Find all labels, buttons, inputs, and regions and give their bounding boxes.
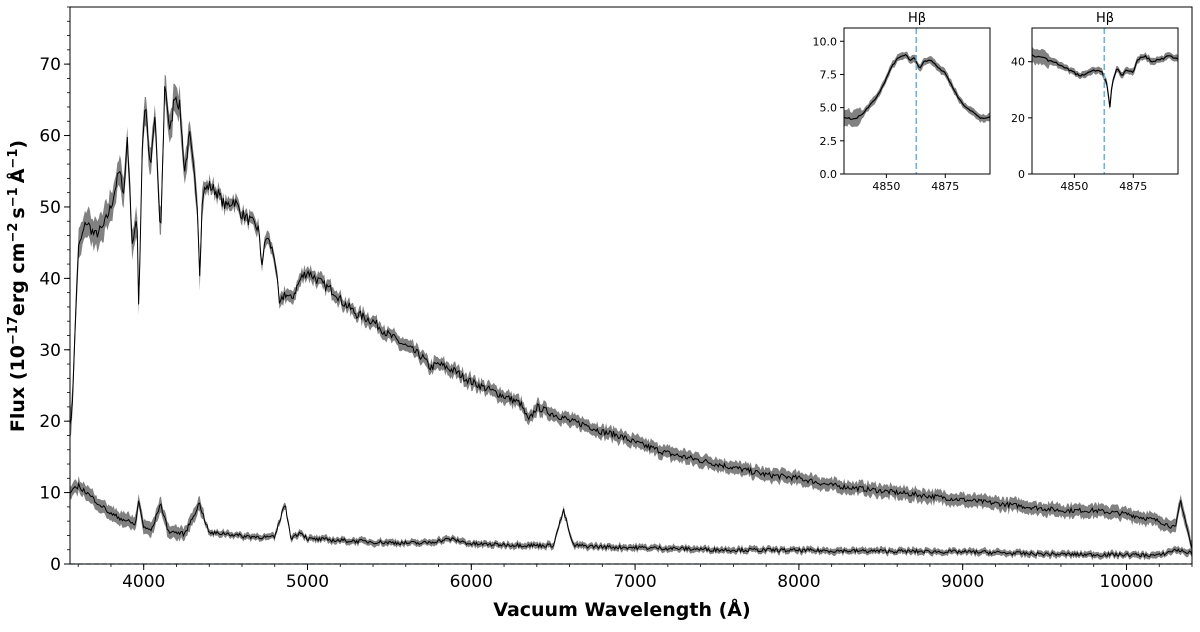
spectrum-line-series-1 xyxy=(844,53,990,120)
inset-2-y-ticks: 0 20 40 xyxy=(1011,56,1032,181)
x-tick-label: 6000 xyxy=(450,572,493,592)
y-tick-label: 2.5 xyxy=(820,135,838,148)
spectrum-line-series-1 xyxy=(70,86,1192,550)
inset-plot-1: 4850 4875 0.0 2.5 5.0 7.5 10.0 Hβ xyxy=(813,11,991,193)
x-tick-label: 10000 xyxy=(1099,572,1153,592)
y-axis-title-part: ) xyxy=(7,140,29,149)
y-tick-label: 0 xyxy=(1018,168,1025,181)
main-plot-frame xyxy=(69,6,1193,565)
x-tick-label: 7000 xyxy=(613,572,656,592)
inset-1-title: Hβ xyxy=(908,11,926,26)
y-tick-label: 5.0 xyxy=(820,102,838,115)
main-plot: 4000 5000 6000 7000 8000 9000 10000 0 10 20 30 40 5… xyxy=(5,6,1193,621)
inset-1-line xyxy=(844,53,990,120)
y-tick-label: 30 xyxy=(39,341,61,361)
error-band-series-2 xyxy=(70,475,1192,561)
x-tick-label: 8000 xyxy=(777,572,820,592)
y-tick-label: 10.0 xyxy=(813,35,838,48)
y-tick-label: 20 xyxy=(1011,112,1025,125)
inset-2-title: Hβ xyxy=(1096,11,1114,26)
y-axis-title-part: Å xyxy=(5,168,29,183)
y-tick-label: 40 xyxy=(1011,56,1025,69)
y-tick-label: 20 xyxy=(39,412,61,432)
x-tick-label: 5000 xyxy=(286,572,329,592)
y-tick-label: 0 xyxy=(50,555,61,575)
y-axis-title-sup: −17 xyxy=(6,316,21,345)
y-tick-label: 7.5 xyxy=(820,68,838,81)
x-tick-label: 4850 xyxy=(1060,180,1088,193)
y-tick-label: 70 xyxy=(39,55,61,75)
x-axis-ticks: 4000 5000 6000 7000 8000 9000 10000 xyxy=(77,564,1193,592)
x-tick-label: 4875 xyxy=(931,180,959,193)
y-axis-title-part: erg cm xyxy=(7,243,29,317)
inset-1-y-ticks: 0.0 2.5 5.0 7.5 10.0 xyxy=(813,35,844,181)
y-tick-label: 10 xyxy=(39,484,61,504)
spectrum-line-series-1 xyxy=(1032,54,1178,108)
y-axis-title-part: s xyxy=(7,207,29,218)
error-band-series-1 xyxy=(70,74,1192,555)
inset-2-x-ticks: 4850 4875 xyxy=(1060,174,1147,193)
y-axis-title-sup: −2 xyxy=(6,223,21,243)
y-tick-label: 50 xyxy=(39,198,61,218)
y-axis-title-sup: −1 xyxy=(6,149,21,169)
x-tick-label: 4875 xyxy=(1119,180,1147,193)
y-tick-label: 40 xyxy=(39,269,61,289)
y-axis-title: Flux (10−17erg cm−2s−1Å−1) xyxy=(5,140,29,432)
y-tick-label: 60 xyxy=(39,127,61,147)
y-axis-title-sup: −1 xyxy=(6,187,21,207)
y-axis-ticks: 0 10 20 30 40 50 60 70 xyxy=(39,6,70,575)
x-tick-label: 9000 xyxy=(941,572,984,592)
inset-1-x-ticks: 4850 4875 xyxy=(872,174,959,193)
error-bands xyxy=(70,74,1192,561)
inset-plot-2: 4850 4875 0 20 40 Hβ xyxy=(1011,11,1179,193)
x-axis-title: Vacuum Wavelength (Å) xyxy=(493,597,750,621)
inset-2-frame xyxy=(1031,27,1179,175)
spectrum-line-series-2 xyxy=(70,481,1192,558)
inset-1-frame xyxy=(843,27,991,175)
y-tick-label: 0.0 xyxy=(820,168,838,181)
spectrum-lines xyxy=(70,86,1192,558)
inset-2-line xyxy=(1032,54,1178,108)
y-axis-title-part: Flux (10 xyxy=(7,345,29,432)
x-tick-label: 4000 xyxy=(122,572,165,592)
x-tick-label: 4850 xyxy=(872,180,900,193)
